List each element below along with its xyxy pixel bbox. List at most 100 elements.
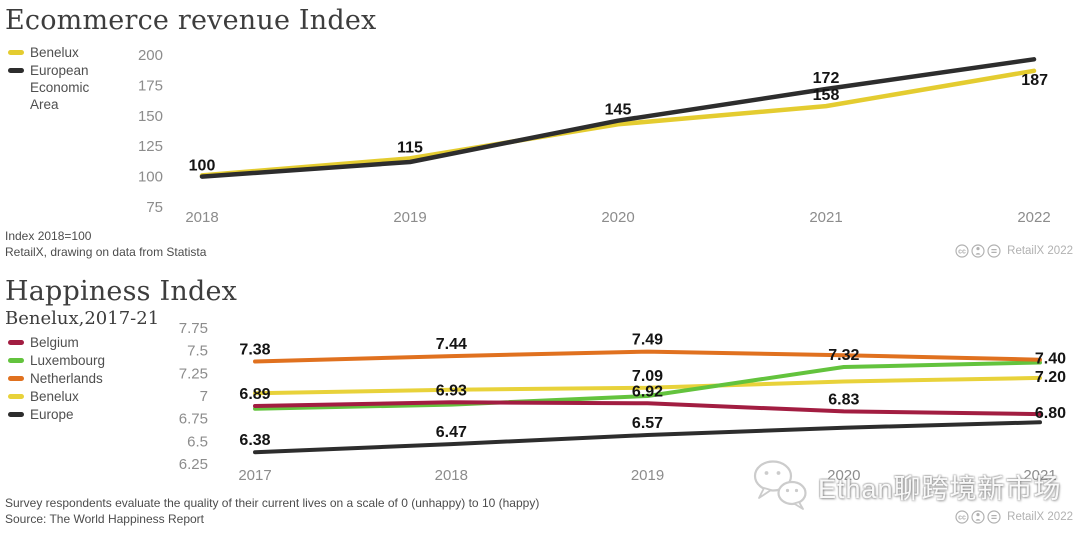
data-label-europe: 6.57 xyxy=(632,415,663,432)
series-line-netherlands xyxy=(253,349,1042,364)
x-axis-tick: 2017 xyxy=(238,467,271,484)
data-label-belgium: 6.83 xyxy=(828,391,859,408)
data-label-benelux: 7.09 xyxy=(632,368,663,385)
y-axis-tick: 7 xyxy=(200,388,208,405)
data-label-europe: 6.38 xyxy=(239,432,270,449)
legend-item-belgium: Belgium xyxy=(8,334,105,351)
legend-swatch xyxy=(8,68,24,73)
legend-item-europe: Europe xyxy=(8,406,105,423)
credit-line-bottom: cc RetailX 2022 xyxy=(955,509,1073,525)
note-source: Source: The World Happiness Report xyxy=(5,512,204,526)
svg-text:cc: cc xyxy=(958,514,966,521)
legend-label: Europe xyxy=(30,407,74,422)
x-axis-tick: 2021 xyxy=(809,209,842,226)
ecommerce-chart-legend: Benelux European Economic Area xyxy=(8,44,112,114)
data-label-benelux: 115 xyxy=(397,139,423,156)
happiness-chart-plot: 7.75 7.5 7.25 7 6.75 6.5 6.25 2017 2018 2019 2020 2… xyxy=(179,320,1066,484)
data-label-netherlands: 7.49 xyxy=(632,332,663,349)
equals-icon xyxy=(987,510,1001,524)
data-label-benelux: 7.20 xyxy=(1035,369,1066,386)
legend-swatch xyxy=(8,394,24,399)
data-label-netherlands: 7.40 xyxy=(1035,351,1066,368)
y-axis-tick: 6.5 xyxy=(187,433,208,450)
note-index-base: Index 2018=100 xyxy=(5,229,92,243)
y-axis-tick: 200 xyxy=(138,47,163,64)
x-axis-tick: 2022 xyxy=(1017,209,1050,226)
credit-label: RetailX 2022 xyxy=(1007,511,1073,523)
legend-swatch xyxy=(8,340,24,345)
legend-item-luxembourg: Luxembourg xyxy=(8,352,105,369)
legend-label: European Economic Area xyxy=(30,63,90,112)
y-axis-tick: 6.25 xyxy=(179,456,208,473)
data-label-european-economic-area: 145 xyxy=(605,102,632,119)
ecommerce-chart-title: Ecommerce revenue Index xyxy=(5,5,377,36)
y-axis-tick: 125 xyxy=(138,138,163,155)
y-axis-tick: 100 xyxy=(138,169,163,186)
series-line-europe xyxy=(253,420,1042,455)
x-axis-tick: 2021 xyxy=(1023,467,1056,484)
series-line-belgium xyxy=(253,400,1042,417)
legend-item-netherlands: Netherlands xyxy=(8,370,105,387)
y-axis-tick: 7.25 xyxy=(179,365,208,382)
credit-label: RetailX 2022 xyxy=(1007,245,1073,257)
happiness-chart-legend: Belgium Luxembourg Netherlands Benelux Europ… xyxy=(8,334,105,424)
legend-label: Belgium xyxy=(30,335,79,350)
equals-icon xyxy=(987,244,1001,258)
note-source: RetailX, drawing on data from Statista xyxy=(5,245,207,259)
legend-label: Benelux xyxy=(30,389,79,404)
legend-label: Netherlands xyxy=(30,371,103,386)
x-axis-tick: 2019 xyxy=(393,209,426,226)
data-label-luxembourg: 7.32 xyxy=(828,347,859,364)
legend-label: Benelux xyxy=(30,45,79,60)
legend-swatch xyxy=(8,50,24,55)
x-axis-tick: 2019 xyxy=(631,467,664,484)
y-axis-tick: 175 xyxy=(138,77,163,94)
x-axis-tick: 2020 xyxy=(601,209,634,226)
note-survey: Survey respondents evaluate the quality … xyxy=(5,496,540,510)
data-label-netherlands: 7.38 xyxy=(239,342,270,359)
happiness-chart-notes: Survey respondents evaluate the quality … xyxy=(5,495,539,527)
y-axis-tick: 7.75 xyxy=(179,320,208,337)
series-line-luxembourg xyxy=(253,360,1042,411)
data-label-netherlands: 7.44 xyxy=(436,336,467,353)
legend-swatch xyxy=(8,376,24,381)
legend-item-european-economic-area: European Economic Area xyxy=(8,62,112,113)
series-line-benelux xyxy=(199,68,1037,178)
series-line-benelux xyxy=(253,375,1042,396)
x-axis-tick: 2018 xyxy=(185,209,218,226)
y-axis-tick: 75 xyxy=(146,199,163,216)
legend-item-benelux: Benelux xyxy=(8,388,105,405)
cc-icon xyxy=(955,510,969,524)
series-line-european-economic-area xyxy=(199,57,1037,179)
data-label-benelux: 158 xyxy=(813,87,840,104)
data-label-belgium: 6.93 xyxy=(436,382,467,399)
data-label-european-economic-area: 100 xyxy=(189,158,216,175)
y-axis-tick: 150 xyxy=(138,108,163,125)
data-label-europe: 6.47 xyxy=(436,424,467,441)
ecommerce-chart-plot: 200 175 150 125 100 75 2018 2019 2020 2021 2022 115… xyxy=(138,47,1051,226)
x-axis-tick: 2018 xyxy=(435,467,468,484)
data-label-belgium: 6.92 xyxy=(632,383,663,400)
ecommerce-chart-notes: Index 2018=100 RetailX, drawing on data … xyxy=(5,228,206,260)
y-axis-tick: 6.75 xyxy=(179,411,208,428)
credit-line-top: cc RetailX 2022 xyxy=(955,243,1073,259)
happiness-chart-title: Happiness Index xyxy=(5,276,238,307)
legend-swatch xyxy=(8,412,24,417)
cc-license-icons: cc xyxy=(955,510,1001,524)
happiness-chart-subtitle: Benelux,2017-21 xyxy=(5,308,160,329)
attribution-icon xyxy=(971,244,985,258)
data-label-european-economic-area: 172 xyxy=(813,70,840,87)
data-label-belgium: 6.80 xyxy=(1035,405,1066,422)
data-label-belgium: 6.89 xyxy=(239,386,270,403)
cc-license-icons: cc xyxy=(955,244,1001,258)
legend-label: Luxembourg xyxy=(30,353,106,368)
x-axis-tick: 2020 xyxy=(827,467,860,484)
legend-item-benelux: Benelux xyxy=(8,44,112,61)
attribution-icon xyxy=(971,510,985,524)
svg-text:cc: cc xyxy=(958,248,966,255)
cc-icon xyxy=(955,244,969,258)
y-axis-tick: 7.5 xyxy=(187,343,208,360)
data-label-benelux: 187 xyxy=(1021,72,1048,89)
legend-swatch xyxy=(8,358,24,363)
